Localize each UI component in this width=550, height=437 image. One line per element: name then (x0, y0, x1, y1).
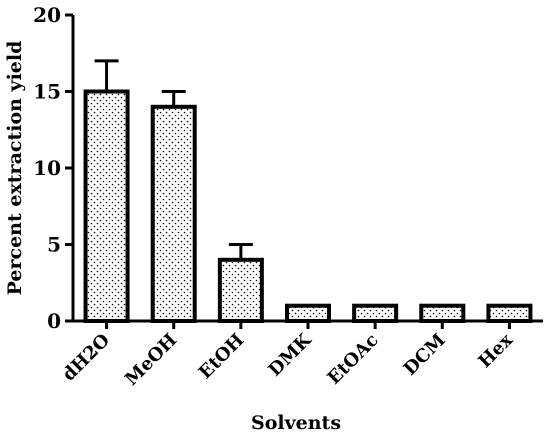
y-tick-label: 15 (33, 80, 61, 104)
y-tick-label: 0 (47, 309, 61, 333)
x-tick-label-dcm: DCM (400, 330, 450, 380)
y-axis: 0 5 10 15 20 (33, 3, 75, 333)
y-tick-label: 5 (47, 233, 61, 257)
x-tick-label-meoh: MeOH (121, 330, 181, 390)
x-axis-label: Solvents (251, 412, 341, 434)
bar-etoh (217, 257, 264, 323)
x-tick-label-etoac: EtOAc (324, 330, 383, 389)
bar-etoac (352, 303, 399, 324)
y-tick-label: 20 (33, 3, 61, 27)
bar-dcm (419, 303, 466, 324)
y-axis-label: Percent extraction yield (4, 41, 26, 296)
y-tick-label: 10 (33, 156, 61, 180)
x-tick-label-dh2o: dH2O (58, 330, 114, 386)
x-axis: dH2O MeOH EtOH DMK EtOAc DCM Hex (58, 319, 543, 390)
bar-dh2o (83, 89, 130, 323)
bar-dmk (285, 303, 331, 324)
x-tick-label-hex: Hex (474, 330, 517, 373)
bars (83, 59, 533, 324)
bar-meoh (150, 104, 197, 323)
x-tick-label-dmk: DMK (264, 329, 316, 381)
x-tick-label-etoh: EtOH (195, 330, 249, 384)
bar-hex (486, 303, 533, 324)
